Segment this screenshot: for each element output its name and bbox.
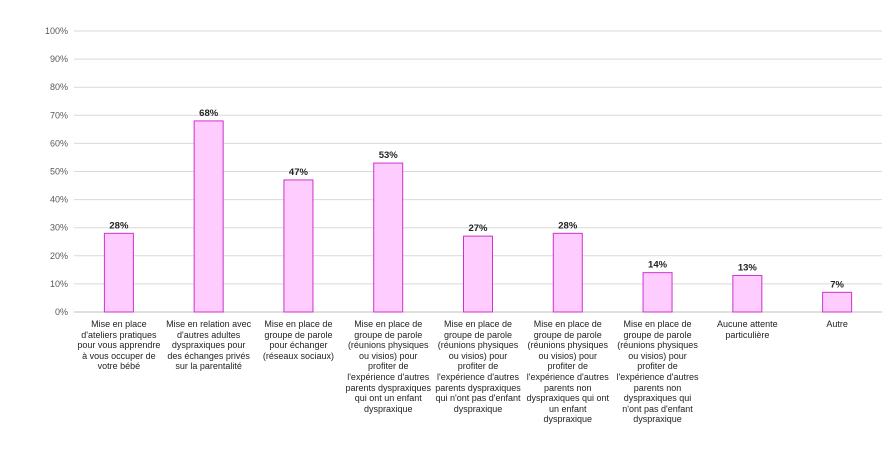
bar	[283, 179, 314, 313]
y-tick-label: 20%	[50, 251, 68, 261]
y-axis: 0% 10% 20% 30% 40% 50% 60% 70% 80% 90% 100%	[45, 26, 68, 317]
data-label: 28%	[558, 220, 578, 231]
bar	[642, 272, 673, 313]
y-tick-label: 40%	[50, 195, 68, 205]
y-tick-label: 70%	[50, 110, 68, 120]
category-label: Mise en place de groupe de parole pour é…	[262, 319, 334, 361]
category-label: Mise en place de groupe de parole (réuni…	[435, 319, 521, 414]
y-tick-label: 90%	[50, 54, 68, 64]
category-label: Mise en place de groupe de parole (réuni…	[526, 319, 610, 425]
bar	[103, 232, 134, 313]
bars	[103, 120, 853, 313]
y-tick-label: 60%	[50, 138, 68, 148]
category-label: Mise en place d'ateliers pratiques pour …	[77, 319, 161, 372]
data-label: 68%	[199, 108, 219, 119]
y-tick-label: 0%	[55, 307, 68, 317]
category-label: Mise en place de groupe de parole (réuni…	[616, 319, 699, 425]
bar	[373, 162, 404, 313]
data-labels: 28% 68% 47% 53% 27% 28% 14% 13% 7%	[109, 108, 844, 290]
data-label: 53%	[379, 150, 399, 161]
bar	[732, 274, 763, 313]
y-tick-label: 100%	[45, 26, 68, 36]
data-label: 14%	[648, 260, 668, 271]
data-label: 27%	[468, 223, 488, 234]
bar	[552, 232, 583, 313]
category-label: Aucune attente particulière	[717, 319, 778, 340]
y-tick-label: 10%	[50, 279, 68, 289]
data-label: 47%	[289, 167, 309, 178]
bar	[822, 291, 853, 313]
bar	[193, 120, 224, 313]
y-tick-label: 50%	[50, 167, 68, 177]
category-label: Mise en place de groupe de parole (réuni…	[345, 319, 431, 414]
data-label: 28%	[109, 220, 129, 231]
y-tick-label: 30%	[50, 223, 68, 233]
data-label: 7%	[830, 279, 844, 290]
category-label: Mise en relation avec d'autres adultes d…	[166, 319, 252, 372]
category-label: Autre	[826, 319, 848, 329]
data-label: 13%	[738, 262, 758, 273]
y-tick-label: 80%	[50, 82, 68, 92]
bar	[463, 235, 493, 313]
